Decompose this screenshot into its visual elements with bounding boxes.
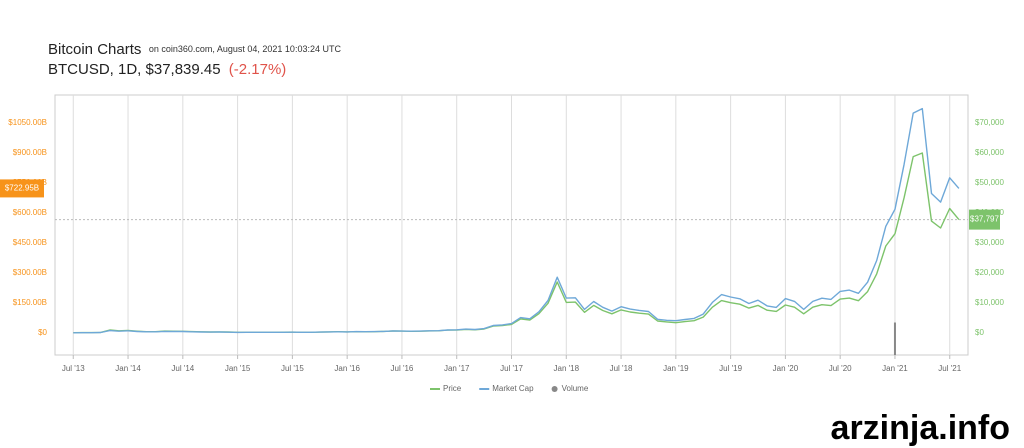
x-tick-label: Jan '16 (334, 364, 360, 373)
volume-bar (893, 322, 896, 355)
x-tick-label: Jul '13 (62, 364, 85, 373)
x-tick-label: Jan '14 (115, 364, 141, 373)
x-tick-label: Jul '17 (500, 364, 523, 373)
y-tick-label: $300.00B (13, 268, 47, 277)
chart-header: Bitcoin Charts on coin360.com, August 04… (48, 41, 341, 58)
symbol-header: BTCUSD, 1D, $37,839.45 (-2.17%) (48, 61, 286, 78)
y-tick-label: $0 (38, 328, 47, 337)
x-tick-label: Jul '19 (719, 364, 742, 373)
y2-tick-label: $60,000 (975, 148, 1004, 157)
y2-tick-label: $0 (975, 328, 984, 337)
y2-tick-label: $50,000 (975, 178, 1004, 187)
x-tick-label: Jan '20 (773, 364, 799, 373)
y2-tick-label: $20,000 (975, 268, 1004, 277)
x-tick-label: Jan '17 (444, 364, 470, 373)
legend-swatch (551, 386, 558, 392)
current-cap-label: $722.95B (5, 184, 39, 193)
series-line (73, 152, 960, 334)
y-tick-label: $1050.00B (8, 118, 47, 127)
current-price-badge (969, 209, 1000, 230)
x-tick-label: Jan '21 (882, 364, 908, 373)
legend-label: Market Cap (492, 384, 534, 393)
x-tick-label: Jul '18 (610, 364, 633, 373)
price-change: (-2.17%) (229, 61, 287, 78)
chart-subtitle: on coin360.com, August 04, 2021 10:03:24… (149, 44, 342, 54)
watermark: arzinja.info (831, 409, 1010, 447)
x-tick-label: Jan '18 (554, 364, 580, 373)
x-tick-label: Jan '15 (225, 364, 251, 373)
chart-title: Bitcoin Charts (48, 41, 141, 58)
x-tick-label: Jul '14 (171, 364, 194, 373)
current-cap-badge (0, 179, 44, 198)
x-tick-label: Jul '15 (281, 364, 304, 373)
y2-tick-label: $10,000 (975, 298, 1004, 307)
legend-label: Volume (562, 384, 589, 393)
current-price-label: $37,797 (970, 215, 999, 224)
y-tick-label: $600.00B (13, 208, 47, 217)
y-tick-label: $900.00B (13, 148, 47, 157)
y2-tick-label: $30,000 (975, 238, 1004, 247)
y-tick-label: $450.00B (13, 238, 47, 247)
series-line (73, 107, 960, 334)
y-tick-label: $150.00B (13, 298, 47, 307)
y2-tick-label: $70,000 (975, 118, 1004, 127)
symbol-line: BTCUSD, 1D, $37,839.45 (48, 61, 221, 78)
x-tick-label: Jul '16 (391, 364, 414, 373)
x-tick-label: Jul '20 (829, 364, 852, 373)
legend-label: Price (443, 384, 462, 393)
x-tick-label: Jan '19 (663, 364, 689, 373)
x-tick-label: Jul '21 (938, 364, 961, 373)
legend: Price Market Cap Volume (430, 384, 589, 393)
